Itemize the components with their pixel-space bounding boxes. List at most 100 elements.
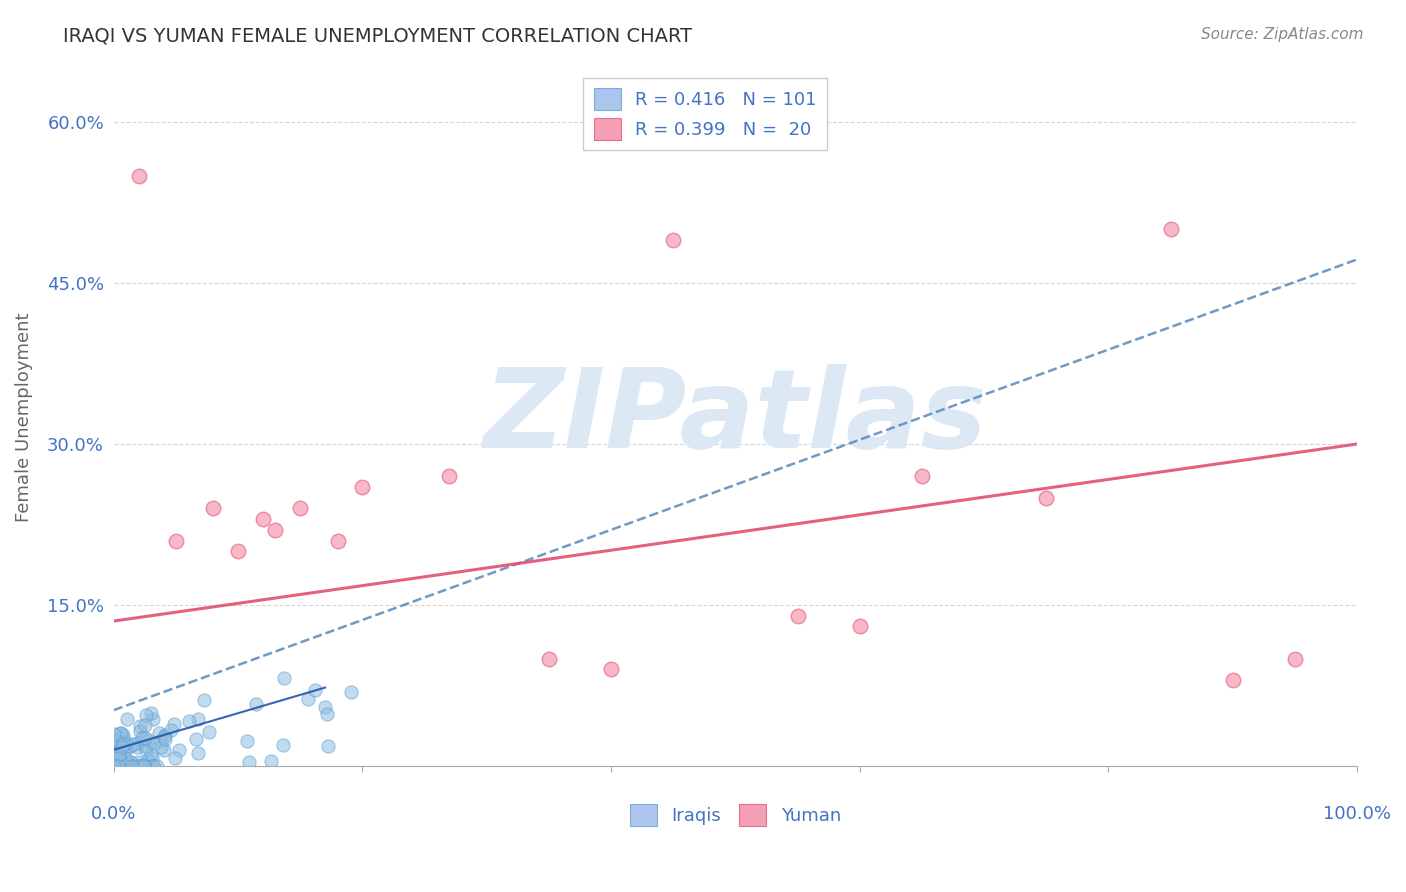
Point xyxy=(238,755,260,769)
Point xyxy=(120,739,142,753)
Point xyxy=(537,651,560,665)
Point xyxy=(135,708,157,723)
Point xyxy=(193,693,215,707)
Point xyxy=(187,746,209,760)
Point xyxy=(136,732,159,747)
Point xyxy=(150,740,173,755)
Point xyxy=(127,755,149,769)
Point xyxy=(114,739,136,754)
Point xyxy=(131,731,153,745)
Point xyxy=(143,759,166,773)
Point xyxy=(273,672,295,686)
Point xyxy=(1284,651,1306,665)
Point xyxy=(340,684,363,698)
Point xyxy=(226,544,249,558)
Point xyxy=(139,747,162,761)
Point xyxy=(142,712,165,726)
Point xyxy=(134,759,156,773)
Point xyxy=(128,169,150,183)
Point xyxy=(786,608,808,623)
Point xyxy=(115,712,138,726)
Text: IRAQI VS YUMAN FEMALE UNEMPLOYMENT CORRELATION CHART: IRAQI VS YUMAN FEMALE UNEMPLOYMENT CORRE… xyxy=(63,27,692,45)
Point xyxy=(125,740,148,755)
Point xyxy=(108,755,131,769)
Point xyxy=(108,747,131,761)
Point xyxy=(103,759,125,773)
Point xyxy=(108,736,131,750)
Point xyxy=(111,731,134,745)
Point xyxy=(145,759,167,773)
Point xyxy=(135,739,157,754)
Point xyxy=(260,754,283,768)
Point xyxy=(112,737,135,751)
Point xyxy=(315,707,337,722)
Point xyxy=(120,759,142,773)
Point xyxy=(314,700,336,714)
Point xyxy=(141,751,163,765)
Point xyxy=(105,755,128,769)
Point xyxy=(117,759,139,773)
Point xyxy=(316,739,339,753)
Point xyxy=(115,742,138,756)
Point xyxy=(236,734,259,748)
Point xyxy=(600,662,623,676)
Point xyxy=(107,753,129,767)
Point xyxy=(187,712,209,726)
Point xyxy=(177,714,200,728)
Point xyxy=(662,233,685,247)
Point xyxy=(121,737,143,751)
Point xyxy=(121,759,143,773)
Point xyxy=(245,697,267,711)
Point xyxy=(125,759,148,773)
Point xyxy=(202,501,225,516)
Point xyxy=(135,742,157,756)
Point xyxy=(184,732,207,747)
Point xyxy=(264,523,287,537)
Point xyxy=(252,512,274,526)
Point xyxy=(148,726,170,740)
Point xyxy=(105,747,128,761)
Point xyxy=(163,750,186,764)
Point xyxy=(105,759,128,773)
Point xyxy=(108,759,131,773)
Point xyxy=(112,759,135,773)
Text: Source: ZipAtlas.com: Source: ZipAtlas.com xyxy=(1201,27,1364,42)
Point xyxy=(110,759,132,773)
Point xyxy=(163,716,186,731)
Point xyxy=(160,723,183,737)
Y-axis label: Female Unemployment: Female Unemployment xyxy=(15,312,32,522)
Point xyxy=(1222,673,1244,687)
Point xyxy=(120,755,142,769)
Point xyxy=(105,734,128,748)
Point xyxy=(142,759,165,773)
Point xyxy=(134,718,156,732)
Point xyxy=(108,726,131,740)
Point xyxy=(104,746,127,760)
Point xyxy=(848,619,870,633)
Point xyxy=(129,759,152,773)
Point xyxy=(131,757,153,772)
Point xyxy=(911,469,934,483)
Point xyxy=(153,731,176,746)
Point xyxy=(134,731,156,745)
Point xyxy=(111,756,134,771)
Point xyxy=(108,750,131,764)
Point xyxy=(114,759,136,773)
Point xyxy=(136,753,159,767)
Point xyxy=(128,723,150,738)
Point xyxy=(326,533,349,548)
Point xyxy=(149,734,172,748)
Point xyxy=(139,706,162,721)
Point xyxy=(290,501,312,516)
Point xyxy=(117,754,139,768)
Text: ZIPatlas: ZIPatlas xyxy=(484,364,987,471)
Point xyxy=(304,682,326,697)
Point xyxy=(107,759,129,773)
Point xyxy=(103,759,125,773)
Point xyxy=(115,736,138,750)
Text: 0.0%: 0.0% xyxy=(91,805,136,822)
Point xyxy=(111,740,134,755)
Point xyxy=(165,533,187,548)
Point xyxy=(112,727,135,741)
Point xyxy=(128,759,150,773)
